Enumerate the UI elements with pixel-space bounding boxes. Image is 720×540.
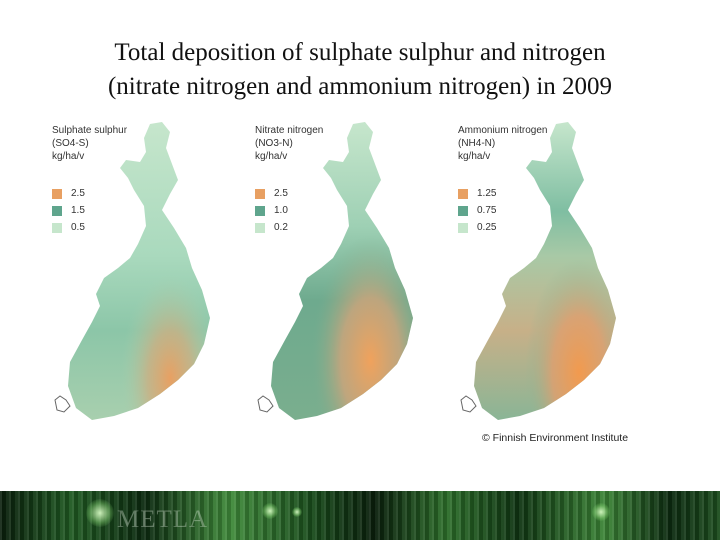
title-line-2: (nitrate nitrogen and ammonium nitrogen)…: [107, 73, 613, 100]
title-line-1: Total deposition of sulphate sulphur and…: [114, 39, 606, 66]
legend-nitrate: Nitrate nitrogen (NO3-N) kg/ha/v 2.5 1.0…: [255, 124, 323, 236]
legend-title: Sulphate sulphur: [52, 125, 128, 136]
map-sulphate-sulphur: Sulphate sulphur (SO4-S) kg/ha/v 2.5 1.5…: [52, 118, 212, 428]
aland-islands: [460, 395, 477, 413]
legend-item-label: 0.2: [274, 222, 288, 233]
legend-item-label: 2.5: [274, 188, 288, 199]
legend-title: Ammonium nitrogen: [458, 125, 548, 136]
legend-unit: kg/ha/v: [255, 151, 288, 162]
copyright-notice: © Finnish Environment Institute: [482, 432, 629, 444]
legend-item-label: 0.5: [71, 222, 85, 233]
map-ammonium-nitrogen: Ammonium nitrogen (NH4-N) kg/ha/v 1.25 0…: [458, 118, 618, 428]
metla-logo: METLA: [117, 506, 209, 533]
legend-sulphate: Sulphate sulphur (SO4-S) kg/ha/v 2.5 1.5…: [52, 124, 127, 236]
legend-item: 0.5: [52, 219, 127, 236]
slide-title: Total deposition of sulphate sulphur and…: [0, 36, 720, 104]
finland-map-sulphate: [54, 122, 210, 420]
finland-map-nitrate: [257, 122, 413, 420]
legend-item: 0.2: [255, 219, 323, 236]
footer-banner: METLA: [0, 491, 720, 540]
legend-item: 1.5: [52, 202, 127, 219]
legend-item-label: 2.5: [71, 188, 85, 199]
swatch-mid: [255, 205, 265, 216]
legend-item: 1.25: [458, 185, 547, 202]
legend-unit: kg/ha/v: [52, 151, 85, 162]
swatch-mid: [52, 205, 62, 216]
swatch-high: [52, 188, 62, 199]
finland-map-ammonium: [460, 122, 616, 420]
swatch-mid: [458, 205, 468, 216]
legend-unit-formula: (NH4-N): [458, 138, 496, 149]
map-nitrate-nitrogen: Nitrate nitrogen (NO3-N) kg/ha/v 2.5 1.0…: [255, 118, 415, 428]
legend-unit-formula: (SO4-S): [52, 138, 89, 149]
swatch-high: [458, 188, 468, 199]
footer-light-dot: [592, 503, 610, 521]
legend-item-label: 0.25: [477, 222, 497, 233]
legend-item: 2.5: [52, 185, 127, 202]
legend-item-label: 1.0: [274, 205, 288, 216]
swatch-high: [255, 188, 265, 199]
aland-islands: [257, 395, 274, 413]
legend-ammonium: Ammonium nitrogen (NH4-N) kg/ha/v 1.25 0…: [458, 124, 547, 236]
legend-item: 0.25: [458, 219, 547, 236]
legend-unit-formula: (NO3-N): [255, 138, 293, 149]
legend-item: 2.5: [255, 185, 323, 202]
swatch-low: [52, 222, 62, 233]
footer-light-dot: [86, 499, 114, 527]
swatch-low: [458, 222, 468, 233]
legend-item: 1.0: [255, 202, 323, 219]
legend-item: 0.75: [458, 202, 547, 219]
footer-light-dot: [262, 503, 278, 519]
legend-item-label: 0.75: [477, 205, 497, 216]
legend-item-label: 1.25: [477, 188, 497, 199]
footer-light-dot: [292, 507, 302, 517]
aland-islands: [54, 395, 71, 413]
legend-unit: kg/ha/v: [458, 151, 491, 162]
swatch-low: [255, 222, 265, 233]
legend-item-label: 1.5: [71, 205, 85, 216]
legend-title: Nitrate nitrogen: [255, 125, 324, 136]
